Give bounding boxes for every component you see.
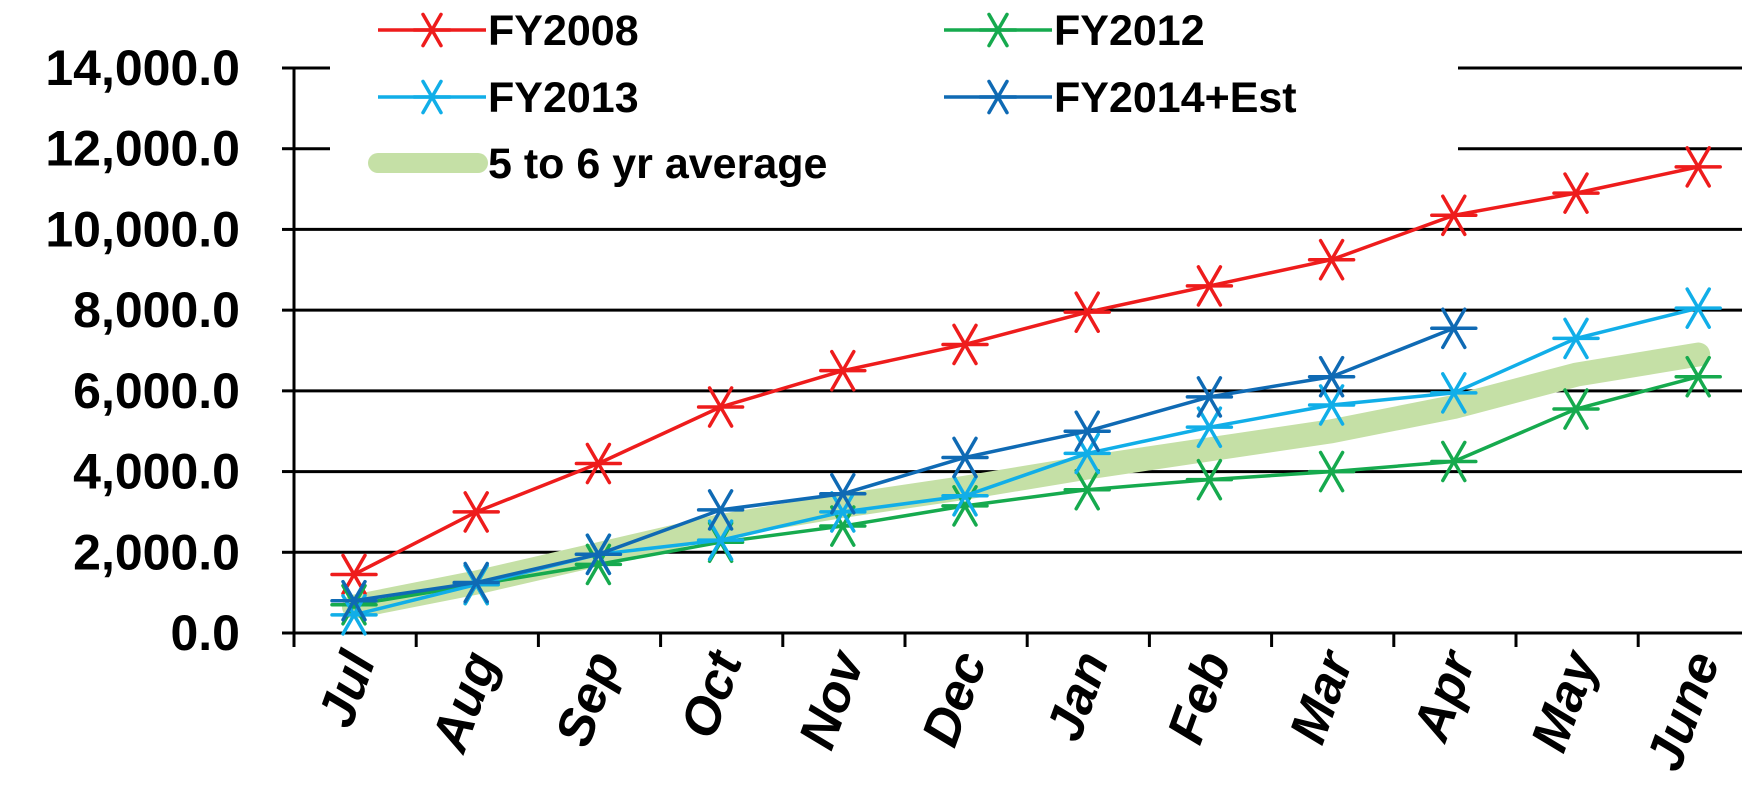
x-tick-label: Dec [911, 644, 998, 754]
y-tick-label: 12,000.0 [45, 121, 240, 177]
data-point [941, 474, 989, 517]
data-point [1674, 287, 1722, 329]
y-tick-label: 0.0 [170, 605, 240, 661]
x-tick-label: Feb [1157, 644, 1243, 751]
x-tick-label: Nov [788, 641, 877, 756]
data-point [1430, 440, 1478, 483]
series-line [353, 375, 1699, 607]
y-axis-tick-labels: 0.0 2,000.0 4,000.0 6,000.0 8,000.0 10,000.0 1… [45, 40, 240, 661]
series-fy2008 [330, 146, 1722, 596]
data-point [941, 323, 989, 366]
data-point [1185, 265, 1234, 307]
y-tick-label: 8,000.0 [73, 282, 240, 338]
y-tick-label: 6,000.0 [73, 363, 240, 419]
x-tick-label: Jan [1035, 644, 1120, 748]
y-tick-label: 10,000.0 [45, 201, 240, 257]
data-point [1430, 307, 1478, 350]
data-point [1063, 291, 1111, 333]
data-point [1674, 146, 1722, 188]
data-point [1307, 355, 1356, 398]
data-point [1185, 458, 1234, 501]
axes [282, 66, 1742, 647]
data-point [941, 436, 989, 479]
y-tick-label: 4,000.0 [73, 444, 240, 500]
legend-marker [978, 79, 1018, 115]
legend-item: FY2014+Est [944, 74, 1297, 122]
data-point [1307, 238, 1356, 281]
legend-label: 5 to 6 yr average [488, 140, 827, 188]
data-point [1552, 317, 1600, 360]
data-point [1674, 355, 1722, 398]
legend-marker [412, 12, 452, 48]
x-tick-label: Sep [545, 644, 632, 753]
data-point [696, 386, 745, 428]
data-point [1063, 468, 1111, 511]
data-point [819, 491, 867, 533]
data-point [1307, 450, 1356, 493]
series-fy2013 [330, 287, 1722, 636]
legend-item: FY2013 [378, 74, 639, 122]
data-point [819, 349, 867, 392]
x-tick-label: Apr [1401, 642, 1488, 750]
legend-label: FY2014+Est [1054, 74, 1297, 122]
data-point [1185, 376, 1234, 418]
data-point [574, 533, 623, 576]
series-line [353, 165, 1699, 577]
legend-item: FY2008 [378, 7, 639, 55]
y-tick-label: 14,000.0 [45, 40, 240, 96]
data-point [819, 472, 867, 515]
legend-marker [978, 12, 1018, 48]
x-tick-label: Aug [420, 644, 510, 761]
data-point [330, 583, 378, 626]
data-point [330, 579, 378, 622]
series-layer [330, 146, 1722, 636]
x-tick-label: Oct [670, 642, 755, 746]
series-line [353, 326, 1455, 603]
data-point [452, 491, 500, 533]
legend-label: FY2008 [488, 7, 639, 55]
data-point [1552, 172, 1600, 214]
legend-marker [412, 79, 452, 115]
legend: FY2008 FY2012 FY2013 FY2014+Est 5 to 6 yr av… [368, 7, 1297, 188]
series-fy2014-est [330, 307, 1478, 622]
x-tick-label: June [1635, 644, 1731, 778]
data-point [1430, 194, 1478, 237]
data-point [696, 519, 745, 561]
x-tick-label: May [1520, 641, 1610, 759]
data-point [1063, 410, 1111, 453]
data-point [330, 553, 378, 596]
data-point [1185, 406, 1234, 448]
data-point [1430, 372, 1478, 414]
gridlines [294, 66, 1742, 554]
legend-item: FY2012 [944, 7, 1205, 55]
x-axis-tick-labels: Jul Aug Sep Oct Nov Dec Jan Feb Mar Apr May June [307, 641, 1731, 778]
x-tick-label: Jul [307, 643, 388, 735]
data-point [1552, 388, 1600, 430]
data-point [574, 442, 623, 485]
legend-label: FY2013 [488, 74, 639, 122]
y-tick-label: 2,000.0 [73, 524, 240, 580]
data-point [696, 489, 745, 531]
legend-label: FY2012 [1054, 7, 1205, 55]
legend-item: 5 to 6 yr average [368, 140, 827, 188]
data-point [452, 561, 500, 604]
x-tick-label: Mar [1279, 642, 1366, 751]
